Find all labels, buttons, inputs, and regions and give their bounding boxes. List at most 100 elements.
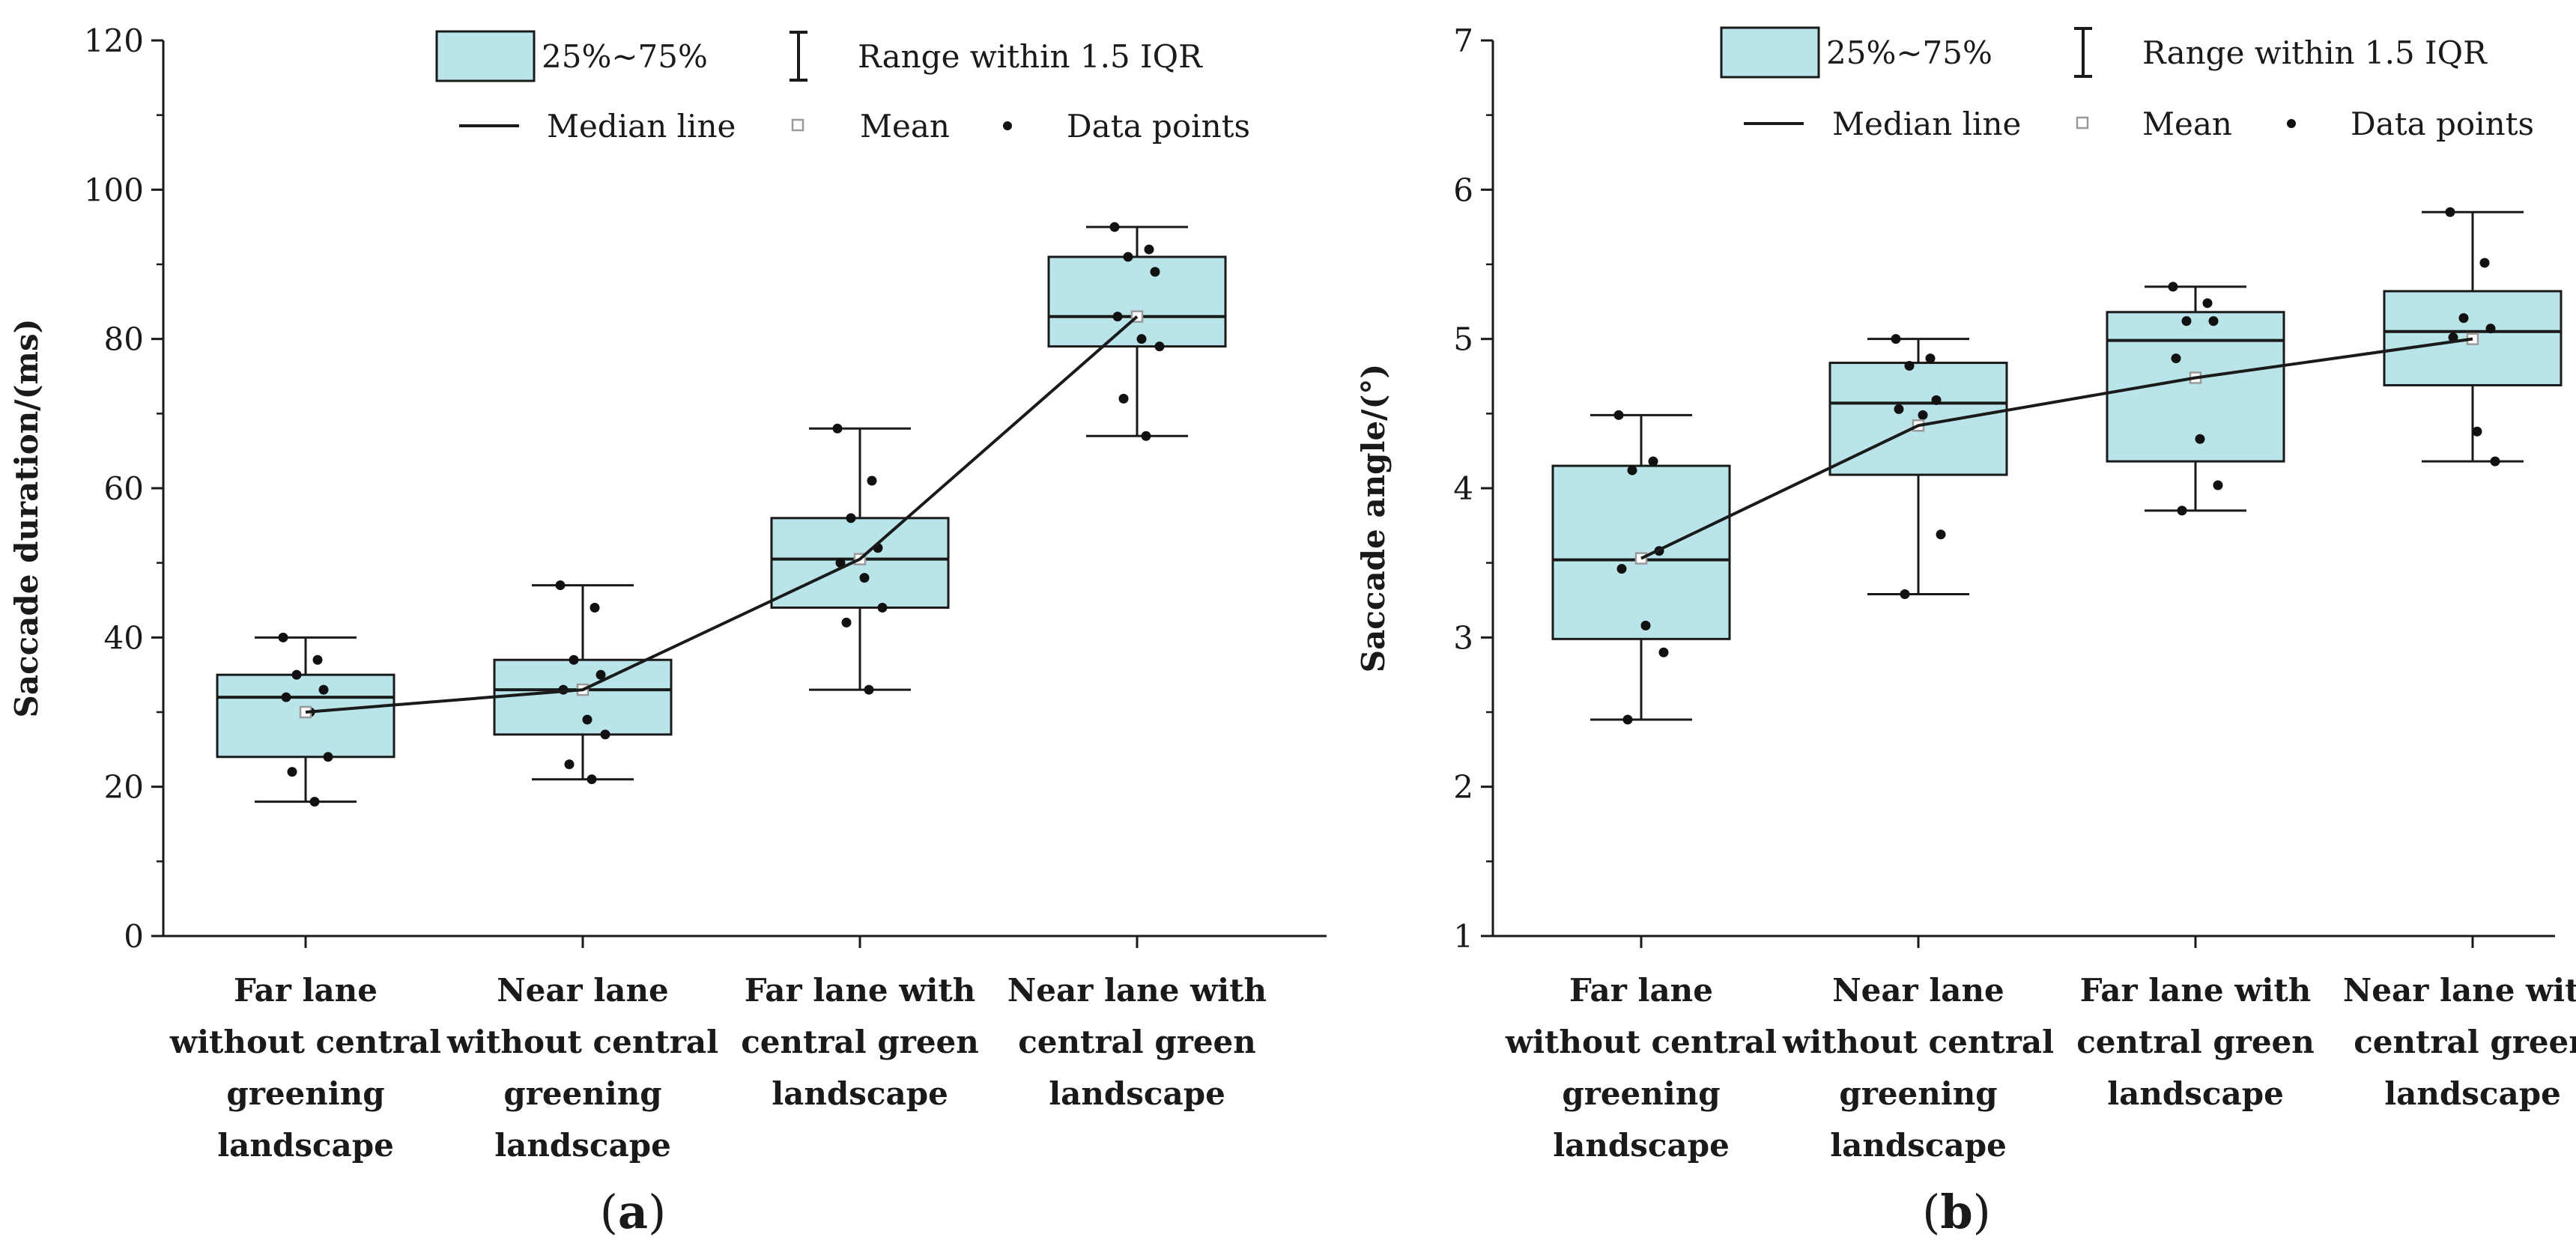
panel-label-a: (a) (600, 1185, 667, 1239)
legend-b: 25%~75% Range within 1.5 IQR Median line… (1720, 26, 2534, 142)
x-tick-label-line: landscape (494, 1127, 671, 1164)
data-point (1123, 252, 1133, 262)
x-tick-label-line: without central (1505, 1024, 1777, 1060)
x-tick-label: Far lane with central green landscape (741, 972, 979, 1112)
legend-mean-symbol (791, 118, 804, 132)
data-point (2213, 480, 2223, 490)
y-tick-label: 100 (84, 171, 144, 208)
plot-area-a: 0 20 40 60 80 100 120 Far lane without central gr… (84, 22, 1327, 1164)
x-tick-label-line: landscape (1553, 1127, 1730, 1164)
x-tick-label-line: landscape (1830, 1127, 2007, 1164)
x-tick-label: Near lane without central greening landscap… (446, 972, 718, 1164)
x-tick-label-line: greening (1562, 1075, 1720, 1112)
x-tick-label-line: Near lane with (2343, 972, 2576, 1009)
y-tick-label: 120 (84, 22, 144, 59)
legend-points-label: Data points (1067, 108, 1250, 145)
legend-range-symbol (790, 31, 807, 82)
data-point (846, 513, 856, 523)
x-tick-label-line: central green (2354, 1024, 2576, 1060)
box-group-1 (216, 632, 396, 807)
box-group-4 (2383, 207, 2563, 467)
data-point (564, 759, 575, 770)
data-point (2177, 505, 2187, 516)
data-point (309, 797, 320, 807)
data-point (867, 475, 877, 486)
data-point (1154, 341, 1165, 352)
data-point (1648, 456, 1658, 467)
legend-range-symbol (2074, 27, 2092, 78)
legend-box-label: 25%~75% (1826, 34, 1992, 71)
data-point (590, 602, 600, 613)
x-tick-label-line: Near lane with (1007, 972, 1267, 1009)
x-tick-label-line: Near lane (1832, 972, 2004, 1009)
y-axis-title-a: Saccade duration/(ms) (8, 319, 45, 718)
y-tick-label: 6 (1453, 171, 1473, 208)
y-tick-label: 2 (1453, 769, 1473, 806)
data-point (835, 558, 846, 568)
legend-points-label: Data points (2351, 106, 2534, 142)
x-tick-label-line: greening (1839, 1075, 1997, 1112)
y-tick-label: 7 (1453, 22, 1473, 59)
data-point (281, 692, 291, 702)
data-point (1144, 244, 1154, 255)
legend-median-label: Median line (1832, 106, 2021, 142)
data-point (595, 669, 606, 680)
data-point (1136, 334, 1147, 344)
data-point (2445, 207, 2455, 217)
data-point (2458, 313, 2469, 323)
x-tick-label: Near lane with central green landscape (1007, 972, 1267, 1112)
x-tick-label-line: landscape (2107, 1075, 2284, 1112)
x-tick-label-line: greening (226, 1075, 384, 1112)
data-point (1925, 353, 1936, 364)
box-group-3 (2106, 282, 2285, 516)
y-tick-label: 4 (1453, 470, 1473, 507)
y-tick-label: 1 (1453, 918, 1473, 955)
panel-label-b: (b) (1922, 1185, 1991, 1239)
y-tick-label: 3 (1453, 619, 1473, 656)
data-point (278, 632, 288, 642)
data-point (1936, 529, 1946, 540)
box-group-1 (1551, 410, 1731, 725)
legend-range-label: Range within 1.5 IQR (858, 38, 1203, 75)
data-point (1931, 395, 1942, 405)
legend-box-label: 25%~75% (542, 38, 708, 75)
x-tick-label-line: central green (2076, 1024, 2315, 1060)
x-tick-label: Far lane without central greening landscape (169, 972, 441, 1164)
plot-area-b: 1 2 3 4 5 6 7 Far lane without central greening la… (1453, 22, 2576, 1164)
x-tick-label-line: without central (446, 1024, 718, 1060)
data-point (1658, 647, 1669, 657)
data-point (1904, 361, 1915, 371)
legend-points-symbol (1003, 121, 1012, 130)
data-point (569, 654, 579, 665)
data-point (555, 580, 566, 591)
panel-a: 0 20 40 60 80 100 120 Far lane without central gr… (8, 22, 1327, 1239)
legend-mean-label: Mean (860, 108, 950, 145)
x-tick-label-line: Far lane (234, 972, 378, 1009)
data-point (2490, 456, 2500, 467)
data-point (1150, 267, 1160, 277)
y-tick-label: 20 (104, 769, 144, 806)
data-point (1112, 312, 1123, 322)
data-point (1627, 465, 1637, 475)
data-point (587, 774, 597, 785)
data-point (312, 654, 323, 665)
data-point (2195, 434, 2205, 444)
legend-points-symbol (2287, 119, 2296, 128)
legend-mean-label: Mean (2142, 106, 2232, 142)
data-point (287, 767, 297, 777)
x-tick-label-line: without central (1782, 1024, 2054, 1060)
panel-label-a-letter: a (618, 1185, 648, 1239)
x-tick-label-line: Near lane (497, 972, 669, 1009)
panel-b: 1 2 3 4 5 6 7 Far lane without central greening la… (1355, 22, 2576, 1239)
y-tick-label: 0 (124, 918, 144, 955)
x-tick-label-line: landscape (217, 1127, 394, 1164)
x-tick-label-line: landscape (1049, 1075, 1225, 1112)
box-group-4 (1047, 222, 1227, 441)
data-point (864, 684, 874, 695)
y-tick-label: 60 (104, 470, 144, 507)
x-tick-label-line: greening (503, 1075, 661, 1112)
data-point (318, 684, 329, 695)
iqr-box (493, 658, 673, 736)
data-point (291, 669, 302, 680)
